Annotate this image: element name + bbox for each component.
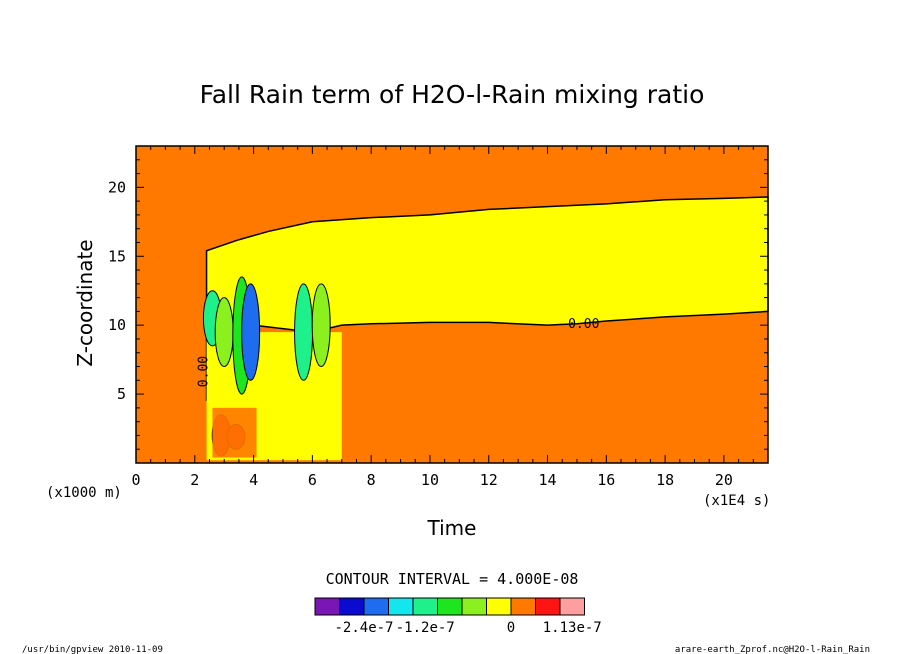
colorbar-swatch bbox=[388, 597, 414, 616]
colorbar-tick-label: 1.13e-7 bbox=[543, 620, 602, 636]
colorbar-swatch bbox=[412, 597, 438, 616]
contour-cell bbox=[294, 283, 314, 381]
colorbar-swatch bbox=[363, 597, 389, 616]
x-tick-label: 14 bbox=[539, 471, 557, 489]
colorbar: -2.4e-7 -1.2e-7 0 1.13e-7 bbox=[314, 597, 602, 636]
plot-frame bbox=[135, 145, 769, 464]
colorbar-swatch bbox=[559, 597, 585, 616]
y-tick-label: 15 bbox=[108, 247, 126, 265]
colorbar-tick-label: -1.2e-7 bbox=[396, 620, 455, 636]
x-unit-label: (x1E4 s) bbox=[703, 493, 770, 509]
colorbar-swatch bbox=[461, 597, 487, 616]
x-tick-label: 10 bbox=[421, 471, 439, 489]
colorbar-swatch bbox=[486, 597, 512, 616]
footer-left: /usr/bin/gpview 2010-11-09 bbox=[22, 645, 163, 654]
x-tick-label: 0 bbox=[131, 471, 140, 489]
colorbar-swatch bbox=[510, 597, 536, 616]
colorbar-tick-label: 0 bbox=[507, 620, 515, 636]
colorbar-swatch bbox=[339, 597, 365, 616]
x-tick-label: 18 bbox=[656, 471, 674, 489]
plot-area: 0.00 0.00 bbox=[136, 146, 769, 463]
chart-title: Fall Rain term of H2O-l-Rain mixing rati… bbox=[200, 80, 705, 109]
contour-cell bbox=[214, 297, 234, 368]
x-tick-label: 2 bbox=[190, 471, 199, 489]
contour-cell bbox=[311, 283, 331, 368]
contour-label: 0.00 bbox=[197, 356, 212, 387]
positive-zone bbox=[212, 407, 257, 458]
x-tick-label: 16 bbox=[597, 471, 615, 489]
x-tick-label: 8 bbox=[367, 471, 376, 489]
y-tick-label: 20 bbox=[108, 178, 126, 196]
x-axis-label: Time bbox=[427, 516, 477, 540]
x-tick-label: 4 bbox=[249, 471, 258, 489]
x-tick-label: 6 bbox=[308, 471, 317, 489]
colorbar-swatch bbox=[535, 597, 561, 616]
y-tick-label: 5 bbox=[117, 385, 126, 403]
y-unit-label: (x1000 m) bbox=[46, 485, 122, 501]
colorbar-swatch bbox=[314, 597, 340, 616]
colorbar-swatch bbox=[437, 597, 463, 616]
x-tick-label: 20 bbox=[715, 471, 733, 489]
contour-cell bbox=[241, 283, 261, 381]
axes: 0 2 4 6 8 10 12 14 16 18 20 5 10 15 20 bbox=[108, 145, 769, 489]
x-tick-label: 12 bbox=[480, 471, 498, 489]
contour-label: 0.00 bbox=[568, 317, 599, 332]
y-axis-label: Z-coordinate bbox=[73, 239, 97, 366]
y-tick-label: 10 bbox=[108, 316, 126, 334]
footer-right: arare-earth_Zprof.nc@H2O-l-Rain_Rain bbox=[675, 645, 870, 654]
colorbar-tick-label: -2.4e-7 bbox=[334, 620, 393, 636]
contour-interval-label: CONTOUR INTERVAL = 4.000E-08 bbox=[326, 570, 579, 588]
